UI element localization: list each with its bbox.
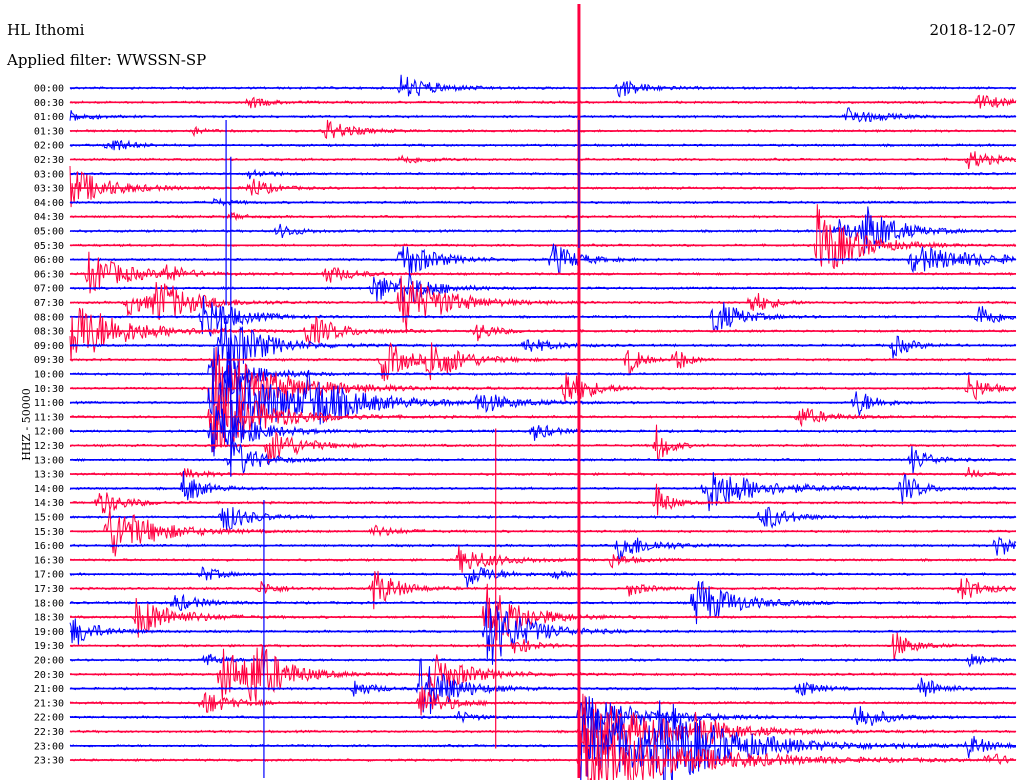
time-tick-label: 14:00	[34, 484, 64, 495]
time-tick-label: 22:30	[34, 727, 64, 738]
time-tick-label: 20:00	[34, 656, 64, 667]
time-tick-label: 19:30	[34, 641, 64, 652]
trace-waveform	[69, 387, 1017, 453]
time-tick-label: 11:00	[34, 398, 64, 409]
time-tick-label: 08:00	[34, 312, 64, 323]
trace-waveform	[69, 724, 1017, 780]
time-tick-label: 20:30	[34, 670, 64, 681]
time-tick-label: 09:30	[34, 355, 64, 366]
trace-waveform	[69, 470, 1017, 512]
time-tick-label: 23:30	[34, 756, 64, 767]
time-tick-label: 09:00	[34, 341, 64, 352]
trace-waveform	[69, 566, 1017, 588]
station-title: HL Ithomi	[7, 21, 85, 39]
time-tick-label: 22:00	[34, 713, 64, 724]
time-tick-label: 16:00	[34, 541, 64, 552]
time-tick-label: 06:30	[34, 269, 64, 280]
trace-waveform	[69, 107, 1017, 123]
time-tick-label: 06:00	[34, 255, 64, 266]
time-tick-label: 01:30	[34, 126, 64, 137]
trace-waveform	[69, 686, 1017, 716]
trace-waveform	[69, 700, 1017, 780]
time-tick-label: 01:00	[34, 112, 64, 123]
trace-waveform	[69, 406, 1017, 457]
time-tick-label: 03:30	[34, 184, 64, 195]
trace-waveform	[69, 601, 1017, 665]
trace-waveform	[69, 119, 1017, 140]
time-tick-label: 07:30	[34, 298, 64, 309]
time-tick-label: 21:00	[34, 684, 64, 695]
time-tick-label: 14:30	[34, 498, 64, 509]
trace-waveform	[69, 693, 1017, 764]
time-tick-label: 15:00	[34, 513, 64, 524]
time-tick-label: 04:00	[34, 198, 64, 209]
time-tick-label: 15:30	[34, 527, 64, 538]
time-tick-label: 17:30	[34, 584, 64, 595]
trace-waveform	[69, 508, 1017, 557]
time-tick-label: 13:30	[34, 470, 64, 481]
time-tick-label: 12:00	[34, 427, 64, 438]
time-tick-label: 11:30	[34, 412, 64, 423]
time-tick-label: 10:00	[34, 370, 64, 381]
trace-waveform	[69, 658, 1017, 715]
time-tick-label: 12:30	[34, 441, 64, 452]
time-tick-label: 07:00	[34, 284, 64, 295]
time-tick-label: 02:30	[34, 155, 64, 166]
time-tick-label: 17:00	[34, 570, 64, 581]
time-tick-label: 04:30	[34, 212, 64, 223]
trace-waveform	[69, 168, 1017, 180]
time-tick-label: 00:30	[34, 98, 64, 109]
time-tick-label: 23:00	[34, 741, 64, 752]
time-tick-label: 00:00	[34, 84, 64, 95]
filter-label: Applied filter: WWSSN-SP	[7, 51, 207, 69]
time-tick-label: 13:00	[34, 455, 64, 466]
time-tick-label: 16:30	[34, 555, 64, 566]
trace-waveform	[69, 74, 1017, 98]
time-tick-label: 18:00	[34, 598, 64, 609]
trace-waveform	[69, 506, 1017, 531]
time-tick-label: 08:30	[34, 327, 64, 338]
time-tick-label: 05:30	[34, 241, 64, 252]
trace-waveform	[69, 545, 1017, 573]
date-label: 2018-12-07	[929, 21, 1016, 39]
time-tick-label: 05:00	[34, 227, 64, 238]
time-tick-label: 10:30	[34, 384, 64, 395]
trace-waveform	[69, 536, 1017, 563]
time-tick-label: 02:00	[34, 141, 64, 152]
trace-waveform	[69, 165, 1016, 208]
time-tick-label: 19:00	[34, 627, 64, 638]
trace-waveform	[69, 206, 1017, 254]
time-tick-label: 21:30	[34, 698, 64, 709]
time-tick-label: 18:30	[34, 613, 64, 624]
trace-waveform	[69, 632, 1017, 662]
time-tick-label: 03:00	[34, 169, 64, 180]
